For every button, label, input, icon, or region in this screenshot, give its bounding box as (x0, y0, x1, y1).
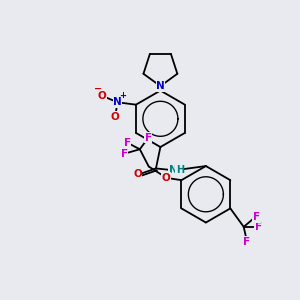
Text: F: F (145, 133, 152, 143)
Text: O: O (111, 112, 119, 122)
Text: F: F (255, 222, 262, 232)
Text: F: F (121, 149, 128, 159)
Text: N: N (113, 97, 122, 107)
Text: −: − (94, 84, 103, 94)
Text: N: N (156, 81, 165, 91)
Text: N: N (169, 165, 178, 175)
Text: +: + (119, 91, 126, 100)
Text: O: O (162, 173, 170, 183)
Text: H: H (176, 165, 184, 175)
Text: F: F (124, 138, 131, 148)
Text: O: O (98, 91, 106, 101)
Text: F: F (253, 212, 260, 222)
Text: O: O (133, 169, 142, 179)
Text: F: F (243, 237, 250, 247)
